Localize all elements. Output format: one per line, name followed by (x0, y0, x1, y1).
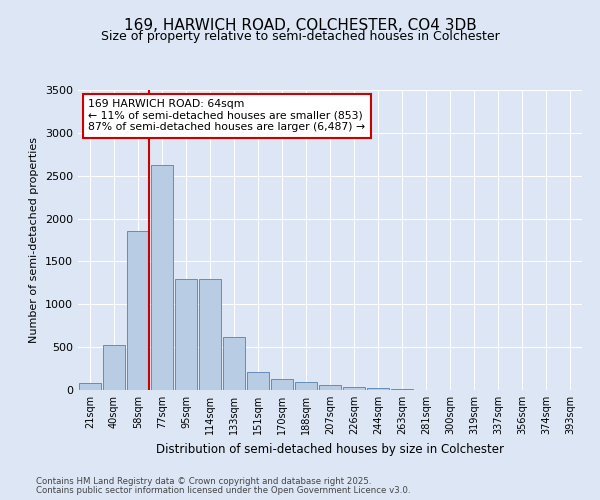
Bar (367, 388, 389, 390)
Bar (175, 278, 197, 390)
Bar (223, 337, 245, 390)
Bar (271, 379, 293, 390)
Y-axis label: Number of semi-detached properties: Number of semi-detached properties (29, 137, 40, 343)
Bar (199, 278, 221, 390)
Text: Size of property relative to semi-detached houses in Colchester: Size of property relative to semi-detach… (101, 30, 499, 43)
Bar (103, 346, 125, 390)
Bar (151, 166, 173, 390)
Bar (319, 385, 341, 390)
Bar (247, 372, 269, 390)
Bar (391, 389, 413, 390)
Bar (79, 383, 101, 390)
Bar (295, 382, 317, 390)
Text: Contains public sector information licensed under the Open Government Licence v3: Contains public sector information licen… (36, 486, 410, 495)
Text: 169, HARWICH ROAD, COLCHESTER, CO4 3DB: 169, HARWICH ROAD, COLCHESTER, CO4 3DB (124, 18, 476, 32)
Text: Contains HM Land Registry data © Crown copyright and database right 2025.: Contains HM Land Registry data © Crown c… (36, 478, 371, 486)
Bar (343, 387, 365, 390)
X-axis label: Distribution of semi-detached houses by size in Colchester: Distribution of semi-detached houses by … (156, 442, 504, 456)
Bar (127, 232, 149, 390)
Text: 169 HARWICH ROAD: 64sqm
← 11% of semi-detached houses are smaller (853)
87% of s: 169 HARWICH ROAD: 64sqm ← 11% of semi-de… (88, 99, 365, 132)
